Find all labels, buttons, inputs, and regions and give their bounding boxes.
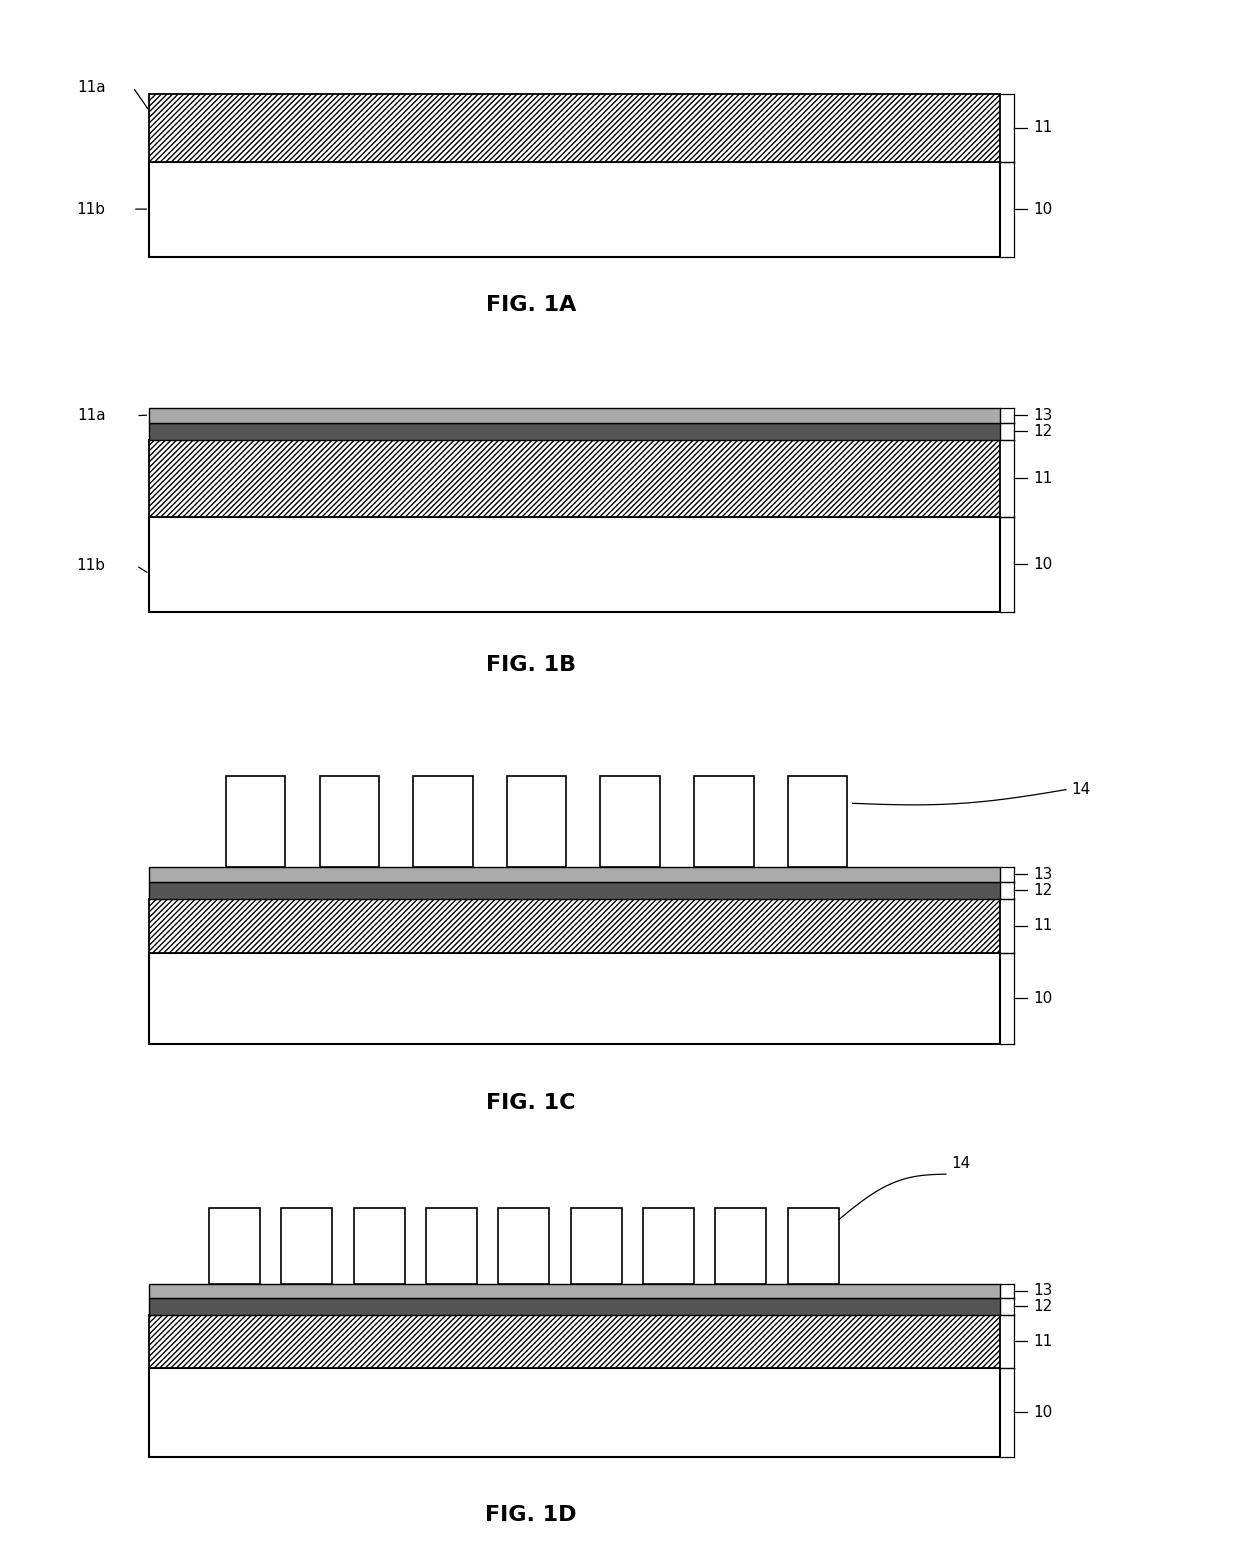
Bar bbox=[715, 1208, 766, 1283]
Bar bbox=[498, 1208, 549, 1283]
Bar bbox=[281, 1208, 332, 1283]
Bar bbox=[149, 953, 1001, 1043]
Text: FIG. 1D: FIG. 1D bbox=[486, 1504, 577, 1524]
Text: 12: 12 bbox=[1033, 1299, 1053, 1314]
Bar bbox=[413, 775, 472, 867]
Text: 11a: 11a bbox=[77, 79, 105, 95]
Text: 11: 11 bbox=[1033, 470, 1053, 486]
Bar bbox=[600, 775, 660, 867]
Text: FIG. 1C: FIG. 1C bbox=[486, 1093, 575, 1113]
Text: 11: 11 bbox=[1033, 120, 1053, 135]
Text: 10: 10 bbox=[1033, 557, 1053, 571]
Text: 10: 10 bbox=[1033, 1404, 1053, 1420]
Text: 11: 11 bbox=[1033, 919, 1053, 933]
Text: 12: 12 bbox=[1033, 424, 1053, 439]
Text: 11b: 11b bbox=[77, 201, 105, 216]
Text: 11a: 11a bbox=[77, 408, 105, 424]
Text: 12: 12 bbox=[1033, 883, 1053, 898]
Text: 13: 13 bbox=[1033, 1283, 1053, 1299]
Bar bbox=[149, 881, 1001, 898]
Bar bbox=[149, 441, 1001, 517]
Bar bbox=[507, 775, 567, 867]
Bar bbox=[149, 162, 1001, 257]
Bar bbox=[208, 1208, 260, 1283]
Bar bbox=[787, 1208, 838, 1283]
Bar bbox=[353, 1208, 404, 1283]
Bar bbox=[149, 1283, 1001, 1299]
Text: FIG. 1B: FIG. 1B bbox=[486, 655, 577, 676]
Bar bbox=[149, 898, 1001, 953]
Text: 11b: 11b bbox=[77, 557, 105, 573]
Bar bbox=[320, 775, 379, 867]
Bar bbox=[149, 422, 1001, 441]
Bar bbox=[226, 775, 285, 867]
Bar bbox=[644, 1208, 694, 1283]
Text: 14: 14 bbox=[951, 1155, 971, 1171]
Bar bbox=[425, 1208, 477, 1283]
Bar bbox=[149, 1299, 1001, 1314]
Text: 13: 13 bbox=[1033, 408, 1053, 422]
Text: 14: 14 bbox=[1071, 782, 1091, 797]
Bar bbox=[149, 1314, 1001, 1367]
Bar bbox=[149, 1314, 1001, 1367]
Text: 13: 13 bbox=[1033, 867, 1053, 881]
Bar bbox=[787, 775, 847, 867]
Text: 10: 10 bbox=[1033, 201, 1053, 216]
Bar bbox=[694, 775, 754, 867]
Bar bbox=[570, 1208, 621, 1283]
Text: 10: 10 bbox=[1033, 990, 1053, 1006]
Bar bbox=[149, 408, 1001, 422]
Bar bbox=[149, 898, 1001, 953]
Bar bbox=[149, 517, 1001, 612]
Bar bbox=[149, 1367, 1001, 1457]
Text: FIG. 1A: FIG. 1A bbox=[486, 294, 577, 315]
Bar bbox=[149, 867, 1001, 881]
Bar bbox=[149, 93, 1001, 162]
Bar bbox=[149, 441, 1001, 517]
Bar bbox=[149, 93, 1001, 162]
Text: 11: 11 bbox=[1033, 1334, 1053, 1348]
